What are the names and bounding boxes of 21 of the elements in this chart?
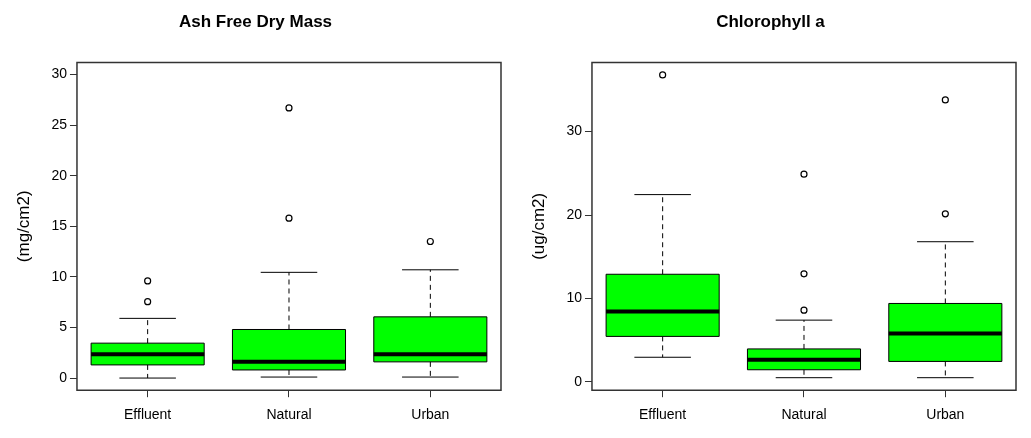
y-tick-label: 10 [566, 289, 583, 306]
y-axis-title: (ug/cm2) [528, 192, 548, 260]
y-tick-label: 30 [566, 122, 583, 139]
x-tick-label: Urban [926, 406, 965, 423]
y-axis-title: (mg/cm2) [13, 190, 33, 263]
x-tick-label: Effluent [639, 406, 687, 423]
y-tick-label: 15 [51, 217, 68, 234]
x-tick-label: Urban [411, 406, 450, 423]
y-tick-label: 5 [59, 318, 68, 335]
y-tick-label: 0 [574, 372, 583, 389]
x-tick-label: Effluent [124, 406, 172, 423]
y-tick-label: 20 [51, 166, 68, 183]
y-tick-label: 25 [51, 115, 68, 132]
y-tick-label: 10 [51, 267, 68, 284]
y-tick-label: 0 [59, 368, 68, 385]
x-tick-label: Natural [266, 406, 312, 423]
y-tick-label: 20 [566, 205, 583, 222]
x-tick-label: Natural [781, 406, 827, 423]
chart-title: Ash Free Dry Mass [178, 11, 333, 31]
chart-title: Chlorophyll a [716, 11, 826, 31]
y-tick-label: 30 [51, 65, 68, 82]
